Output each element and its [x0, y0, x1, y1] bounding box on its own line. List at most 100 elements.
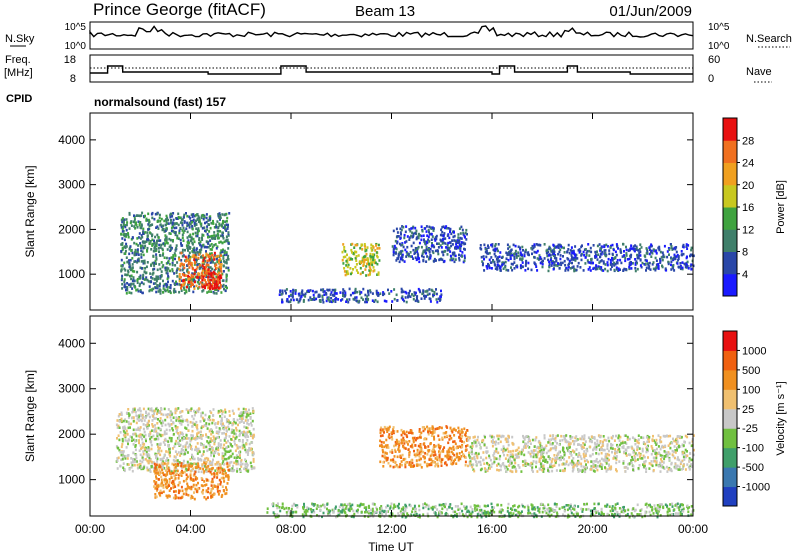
power-cell: [594, 256, 597, 259]
velocity-cell: [196, 437, 199, 440]
power-cell: [400, 228, 403, 232]
power-cell: [553, 264, 556, 267]
power-cell: [344, 273, 347, 277]
power-cell: [649, 268, 652, 271]
power-cell: [348, 256, 351, 260]
power-cell: [586, 249, 589, 253]
power-cell: [144, 214, 146, 218]
power-cell: [355, 255, 358, 258]
power-cell: [575, 268, 578, 272]
velocity-cell: [155, 475, 157, 478]
power-cell: [213, 234, 216, 237]
power-cell: [455, 241, 458, 244]
power-cell: [198, 238, 201, 242]
velocity-cell: [392, 431, 395, 435]
power-cell: [130, 224, 133, 227]
velocity-cell: [158, 469, 161, 472]
power-cell: [493, 252, 496, 256]
power-cell: [203, 267, 206, 271]
velocity-cell: [431, 450, 434, 453]
power-cell: [502, 267, 505, 270]
power-cell: [423, 294, 425, 298]
velocity-cell: [383, 454, 386, 457]
velocity-cell: [396, 430, 399, 433]
velocity-cell: [464, 463, 467, 467]
power-cell: [445, 225, 448, 228]
power-cell: [159, 254, 162, 257]
velocity-cell: [211, 493, 214, 497]
velocity-cell: [231, 428, 234, 432]
power-cell: [617, 247, 619, 250]
power-cell: [615, 268, 618, 271]
power-cell: [521, 245, 524, 249]
power-cell: [672, 247, 675, 251]
velocity-cell: [397, 448, 400, 451]
power-cell: [181, 251, 184, 254]
velocity-cell: [450, 437, 453, 440]
power-cell: [159, 292, 162, 295]
power-cell: [212, 276, 215, 280]
velocity-cell: [197, 447, 200, 451]
power-cell: [433, 290, 436, 294]
power-cell: [209, 215, 212, 218]
velocity-cell: [165, 485, 168, 489]
power-cell: [521, 265, 524, 269]
velocity-cell: [190, 448, 193, 451]
velocity-cell: [528, 435, 531, 439]
velocity-cell: [239, 433, 241, 436]
power-cell: [137, 253, 140, 256]
velocity-cell: [196, 466, 198, 469]
velocity-cell: [681, 443, 684, 446]
power-cell: [357, 254, 360, 257]
power-cell: [344, 291, 347, 294]
power-cell: [193, 249, 196, 252]
velocity-cell: [204, 463, 207, 466]
velocity-cell: [193, 497, 196, 501]
velocity-cell: [404, 463, 407, 466]
power-cell: [361, 256, 364, 260]
power-cell: [623, 250, 625, 253]
power-cell: [466, 232, 468, 236]
power-cell: [129, 221, 132, 225]
velocity-cell: [433, 438, 436, 441]
power-cell: [558, 250, 561, 254]
velocity-cell: [171, 462, 174, 466]
velocity-cell: [242, 443, 245, 447]
power-cell: [140, 260, 143, 263]
velocity-cell: [165, 432, 168, 435]
velocity-cell: [379, 460, 382, 464]
power-cell: [402, 245, 405, 249]
velocity-cell: [450, 450, 453, 454]
power-cell: [428, 251, 431, 254]
power-cell: [392, 253, 395, 257]
power-cell: [155, 275, 158, 278]
power-cell: [396, 299, 399, 302]
power-cell: [178, 279, 181, 283]
power-cell: [486, 264, 489, 268]
velocity-cell: [239, 414, 242, 418]
freq-tick-bottom: 8: [70, 73, 76, 85]
velocity-cell: [174, 463, 177, 466]
velocity-cell: [215, 426, 218, 429]
power-cell: [304, 295, 307, 298]
power-cell: [540, 257, 543, 261]
velocity-cell: [585, 452, 587, 456]
velocity-cell: [392, 426, 395, 429]
velocity-cell: [171, 447, 174, 450]
power-cell: [486, 251, 488, 255]
velocity-cell: [250, 421, 252, 425]
velocity-cell: [222, 472, 225, 476]
velocity-cell: [166, 465, 168, 469]
power-cell: [441, 225, 444, 229]
velocity-cell: [211, 460, 214, 464]
velocity-cell: [142, 452, 145, 456]
power-cell: [609, 261, 612, 265]
velocity-cell: [434, 457, 437, 460]
velocity-cell: [165, 494, 168, 498]
power-cell: [210, 290, 213, 293]
power-cell: [624, 256, 627, 260]
power-cell: [354, 296, 357, 299]
velocity-cell: [404, 457, 407, 461]
velocity-cell: [419, 435, 421, 439]
velocity-cell: [252, 427, 255, 431]
